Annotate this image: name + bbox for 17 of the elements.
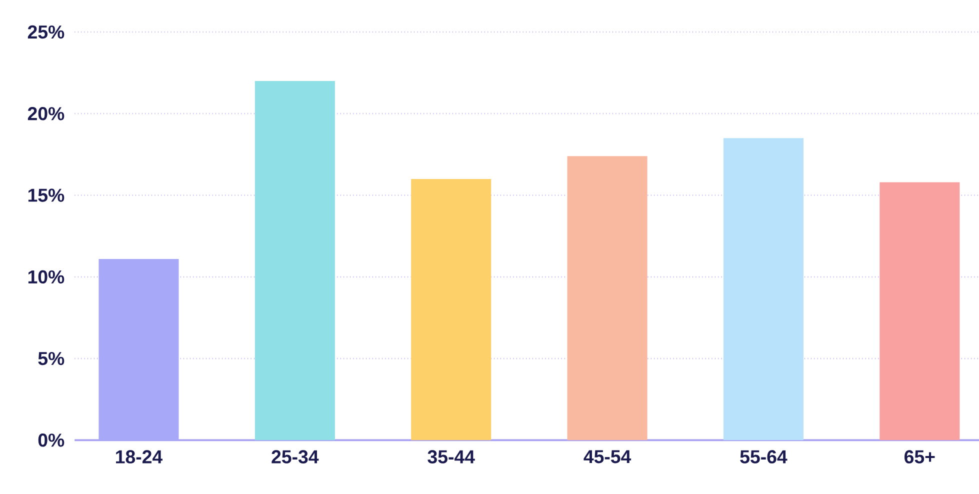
bar: [254, 80, 335, 440]
x-tick-label: 45-54: [584, 450, 632, 464]
y-tick-label: 10%: [28, 270, 64, 284]
y-tick-label: 0%: [38, 433, 64, 447]
y-tick-label: 5%: [38, 352, 64, 366]
y-tick-label: 20%: [28, 106, 64, 120]
x-tick-label: 55-64: [740, 450, 788, 464]
x-tick-label: 18-24: [116, 450, 163, 464]
bar: [880, 182, 960, 440]
bar: [567, 156, 648, 440]
y-tick-label: 25%: [28, 25, 64, 39]
x-tick-label: 35-44: [428, 450, 475, 464]
x-tick-label: 25-34: [272, 450, 319, 464]
x-tick-label: 65+: [904, 450, 935, 464]
bar: [723, 138, 804, 440]
bar: [411, 178, 492, 440]
y-tick-label: 15%: [28, 188, 64, 202]
